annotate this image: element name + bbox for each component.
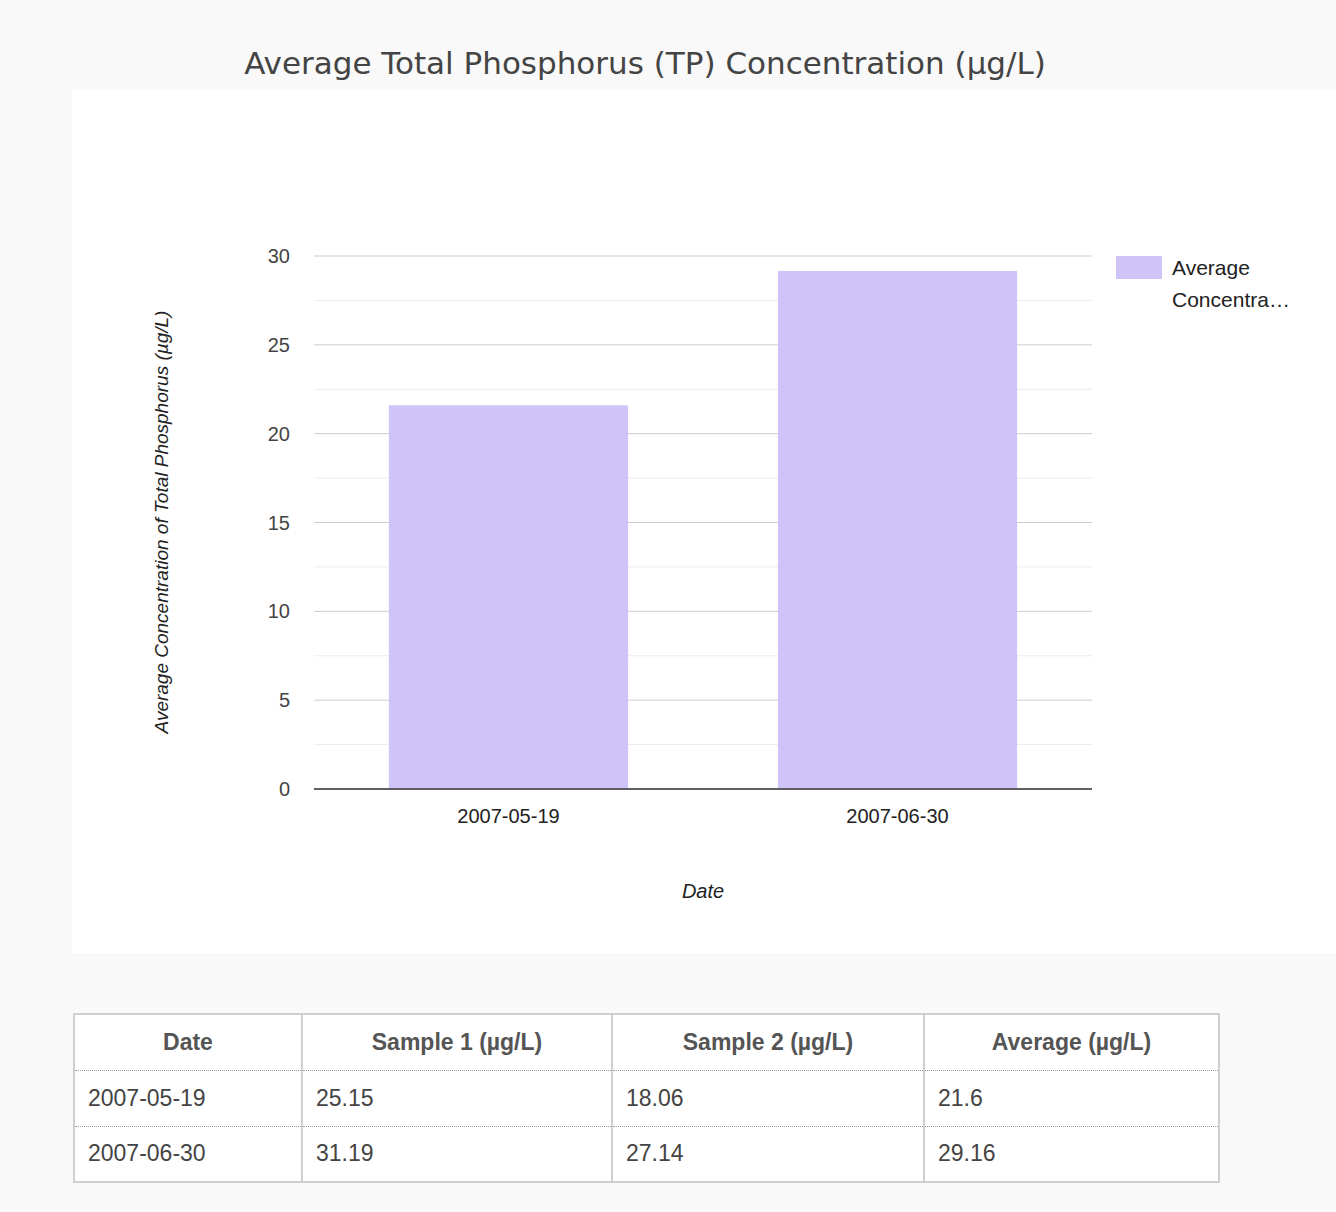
header-cell: Sample 1 (µg/L): [302, 1014, 612, 1070]
table-cell: 2007-05-19: [74, 1070, 302, 1126]
legend-label-line: Average: [1172, 256, 1250, 279]
y-tick-label: 0: [279, 778, 290, 800]
y-tick-label: 20: [268, 423, 290, 445]
chart: Average Total Phosphorus (TP) Concentrat…: [0, 0, 1336, 960]
chart-title: Average Total Phosphorus (TP) Concentrat…: [244, 45, 1046, 81]
y-axis-label: Average Concentration of Total Phosphoru…: [151, 311, 172, 735]
x-axis-label: Date: [682, 880, 724, 902]
legend-label: Average Concentra…: [1172, 256, 1290, 311]
grid-line: [314, 789, 1092, 790]
x-tick-label: 2007-06-30: [846, 805, 948, 827]
table-cell: 2007-06-30: [74, 1126, 302, 1182]
y-tick-label: 15: [268, 512, 290, 534]
table-cell: 29.16: [924, 1126, 1219, 1182]
grid-line: [314, 256, 1092, 257]
y-tick-label: 5: [279, 689, 290, 711]
y-tick-label: 30: [268, 245, 290, 267]
table-cell: 25.15: [302, 1070, 612, 1126]
header-cell: Average (µg/L): [924, 1014, 1219, 1070]
table-cell: 27.14: [612, 1126, 924, 1182]
header-cell: Date: [74, 1014, 302, 1070]
table-cell: 31.19: [302, 1126, 612, 1182]
bar: [778, 271, 1017, 789]
y-tick-label: 25: [268, 334, 290, 356]
bar: [389, 405, 628, 789]
chart-panel: [72, 90, 1336, 953]
table-cell: 18.06: [612, 1070, 924, 1126]
bars: [389, 271, 1017, 789]
legend-swatch: [1116, 256, 1162, 279]
y-tick-label: 10: [268, 600, 290, 622]
x-axis-line: [314, 788, 1092, 790]
table-row: 2007-06-3031.1927.1429.16: [74, 1126, 1219, 1182]
legend-label-line: Concentra…: [1172, 288, 1290, 311]
header-row: DateSample 1 (µg/L)Sample 2 (µg/L)Averag…: [74, 1014, 1219, 1070]
header-cell: Sample 2 (µg/L): [612, 1014, 924, 1070]
data-table: DateSample 1 (µg/L)Sample 2 (µg/L)Averag…: [73, 1013, 1220, 1183]
table-row: 2007-05-1925.1518.0621.6: [74, 1070, 1219, 1126]
x-tick-label: 2007-05-19: [457, 805, 559, 827]
table-cell: 21.6: [924, 1070, 1219, 1126]
